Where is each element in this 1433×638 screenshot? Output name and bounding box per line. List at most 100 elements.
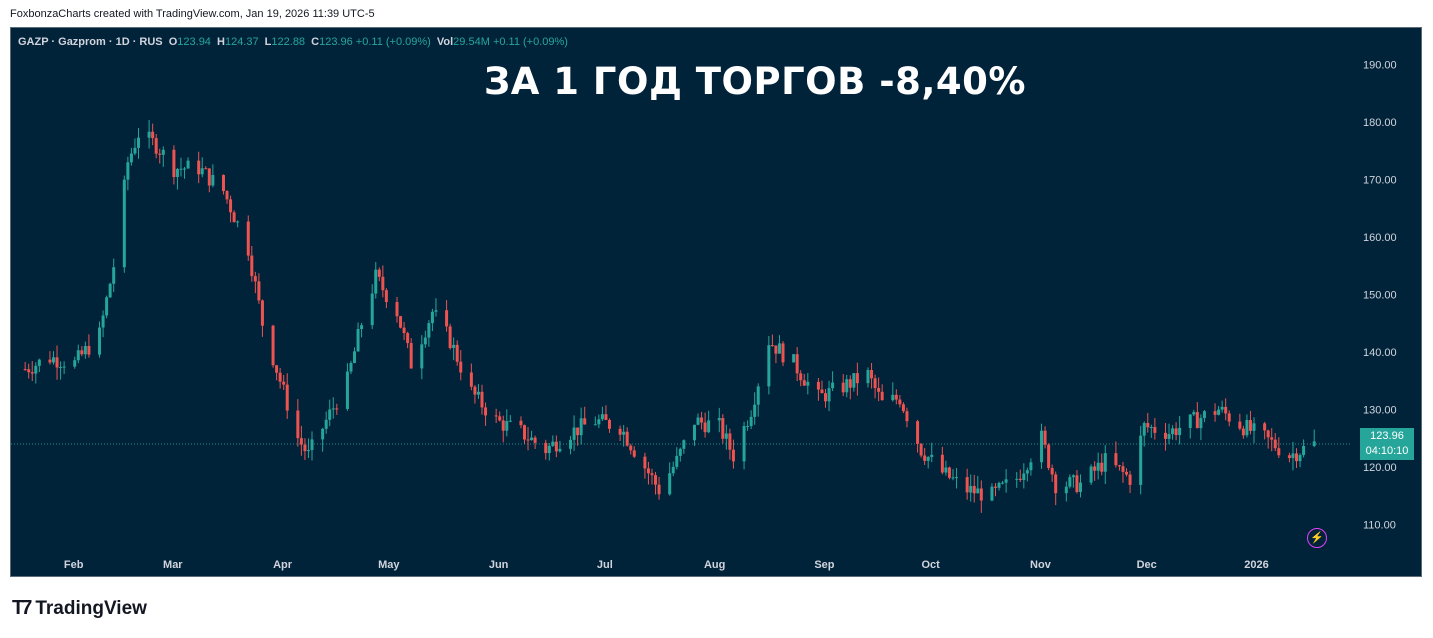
candle-body: [1121, 466, 1125, 472]
candle-body: [827, 388, 831, 402]
candle-body: [1291, 453, 1295, 459]
candle-body: [356, 329, 360, 352]
candle-body: [742, 426, 746, 462]
candle-body: [947, 467, 951, 478]
candle-body: [799, 373, 803, 381]
candle-body: [643, 456, 647, 469]
candle-body: [1054, 474, 1058, 494]
candle-body: [597, 419, 601, 425]
candle-body: [1266, 430, 1270, 438]
x-tick-label: Dec: [1137, 559, 1157, 571]
candle-body: [519, 420, 523, 426]
candle-body: [406, 333, 410, 344]
chart-pane[interactable]: 110.00 120.00 130.00 140.00 150.00 160.00 170.…: [10, 27, 1422, 577]
candle-body: [972, 485, 976, 494]
candle-body: [632, 450, 636, 457]
candle-body: [930, 454, 934, 458]
volume-change: +0.11 (+0.09%): [492, 36, 568, 48]
low-value: 122.88: [271, 36, 306, 48]
close-label: C: [311, 36, 320, 48]
last-price-badge: 123.96 04:10:10: [1360, 428, 1414, 460]
tradingview-logo[interactable]: T7 TradingView: [12, 597, 147, 620]
candle-body: [282, 381, 286, 385]
y-tick-label: 180.00: [1363, 117, 1397, 129]
candle-body: [83, 346, 87, 355]
candle-body: [306, 450, 310, 452]
candle-body: [671, 466, 675, 474]
candle-body: [211, 174, 215, 186]
candle-body: [1103, 453, 1107, 472]
candle-body: [1064, 486, 1068, 494]
candle-body: [731, 449, 735, 462]
candle-body: [852, 373, 856, 388]
candle-body: [37, 359, 41, 366]
candle-body: [1227, 413, 1231, 422]
y-tick-label: 140.00: [1363, 347, 1397, 359]
candle-body: [1093, 466, 1097, 471]
candle-body: [1312, 441, 1316, 446]
candle-body: [969, 485, 973, 493]
candle-body: [179, 168, 183, 170]
candle-body: [692, 424, 696, 441]
candle-body: [310, 439, 314, 451]
high-label: H: [217, 36, 225, 48]
x-tick-label: Apr: [273, 559, 293, 571]
candle-body: [554, 441, 558, 452]
candle-body: [76, 350, 80, 361]
candle-body: [236, 221, 240, 223]
candle-body: [448, 326, 452, 348]
candle-body: [926, 457, 930, 461]
candle-body: [1263, 423, 1267, 431]
candle-body: [221, 174, 225, 192]
candle-body: [700, 417, 704, 423]
candle-body: [777, 343, 781, 354]
candle-body: [399, 316, 403, 328]
candle-body: [59, 367, 63, 369]
candle-body: [569, 439, 573, 449]
candle-body: [253, 276, 257, 282]
candle-body: [133, 147, 137, 154]
candle-body: [682, 440, 686, 449]
candle-body: [51, 357, 55, 363]
candle-body: [1195, 412, 1199, 429]
candle-body: [802, 380, 806, 386]
candle-body: [894, 394, 898, 400]
candle-body: [30, 372, 34, 374]
x-tick-label: May: [378, 559, 400, 571]
candle-body: [1139, 435, 1143, 485]
y-tick-label: 130.00: [1363, 404, 1397, 416]
candle-body: [1117, 465, 1121, 467]
candle-body: [204, 168, 208, 170]
candle-body: [1295, 453, 1299, 462]
candle-body: [349, 362, 353, 372]
open-value: 123.94: [177, 36, 211, 48]
candle-body: [625, 431, 629, 446]
candle-body: [696, 417, 700, 425]
candle-body: [331, 408, 335, 410]
x-tick-label: Jun: [489, 559, 509, 571]
candle-body: [498, 416, 502, 421]
bar-countdown: 04:10:10: [1365, 445, 1409, 457]
candle-body: [1192, 412, 1196, 415]
candle-body: [593, 424, 597, 426]
candle-body: [657, 484, 661, 495]
candle-body: [1128, 474, 1132, 485]
candle-body: [976, 488, 980, 494]
candle-body: [335, 408, 339, 410]
open-label: O: [168, 36, 178, 48]
candle-body: [1252, 423, 1256, 431]
candle-body: [207, 168, 211, 186]
candle-body: [126, 162, 130, 180]
candle-body: [654, 475, 658, 485]
candlestick-chart[interactable]: 110.00 120.00 130.00 140.00 150.00 160.00 170.…: [11, 28, 1421, 576]
candle-body: [646, 468, 650, 474]
candle-body: [476, 391, 480, 395]
candle-body: [455, 344, 459, 362]
candle-body: [951, 477, 955, 479]
candle-body: [1171, 428, 1175, 435]
x-tick-label: Aug: [704, 559, 725, 571]
candle-body: [1075, 475, 1079, 492]
lightning-bolt-icon[interactable]: ⚡: [1307, 528, 1327, 548]
candle-body: [600, 414, 604, 420]
y-tick-label: 110.00: [1363, 519, 1396, 531]
